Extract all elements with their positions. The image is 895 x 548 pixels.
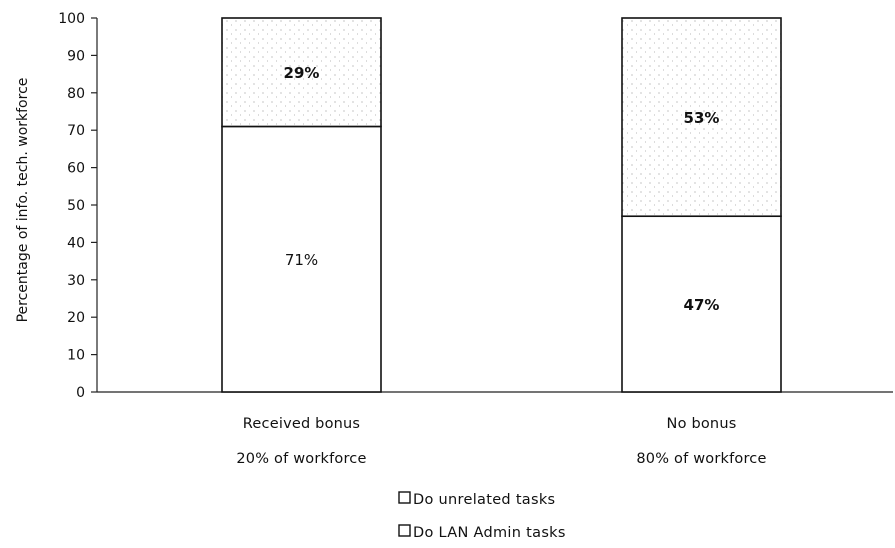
data-label: 47% — [684, 296, 720, 314]
y-tick-label: 60 — [67, 161, 85, 177]
y-tick-label: 50 — [67, 198, 85, 214]
y-tick-label: 20 — [67, 310, 85, 326]
legend: Do unrelated tasks Do LAN Admin tasks — [398, 491, 566, 541]
category-labels: Received bonus 20% of workforce No bonus 80… — [236, 416, 766, 467]
x-category-label: No bonus — [667, 416, 737, 432]
y-tick-label: 30 — [67, 273, 85, 289]
data-label: 53% — [684, 109, 720, 127]
y-tick-label: 90 — [67, 48, 85, 64]
x-category-sublabel: 80% of workforce — [636, 451, 766, 467]
legend-swatch — [398, 491, 411, 504]
y-tick-label: 70 — [67, 123, 85, 139]
bar-segment — [221, 17, 382, 128]
y-axis-title: Percentage of info. tech. workforce — [15, 78, 31, 323]
segment-labels: 71% 29% 47% 53% — [284, 64, 720, 314]
x-category-sublabel: 20% of workforce — [236, 451, 366, 467]
x-category-label: Received bonus — [243, 416, 360, 432]
legend-entry: Do LAN Admin tasks — [413, 525, 566, 541]
y-tick-label: 100 — [58, 11, 85, 27]
legend-swatch — [398, 524, 411, 537]
y-tick-label: 80 — [67, 86, 85, 102]
legend-entry: Do unrelated tasks — [413, 492, 555, 508]
bars — [221, 17, 782, 393]
bar-segment — [621, 17, 782, 218]
data-label: 71% — [285, 251, 318, 269]
data-label: 29% — [284, 64, 320, 82]
y-axis: 0 10 20 30 40 50 60 70 80 90 100 — [58, 11, 98, 401]
y-tick-label: 0 — [76, 385, 85, 401]
y-tick-label: 40 — [67, 235, 85, 251]
y-tick-label: 10 — [67, 348, 85, 364]
bar-segment — [221, 125, 382, 393]
bar-segment — [621, 215, 782, 393]
